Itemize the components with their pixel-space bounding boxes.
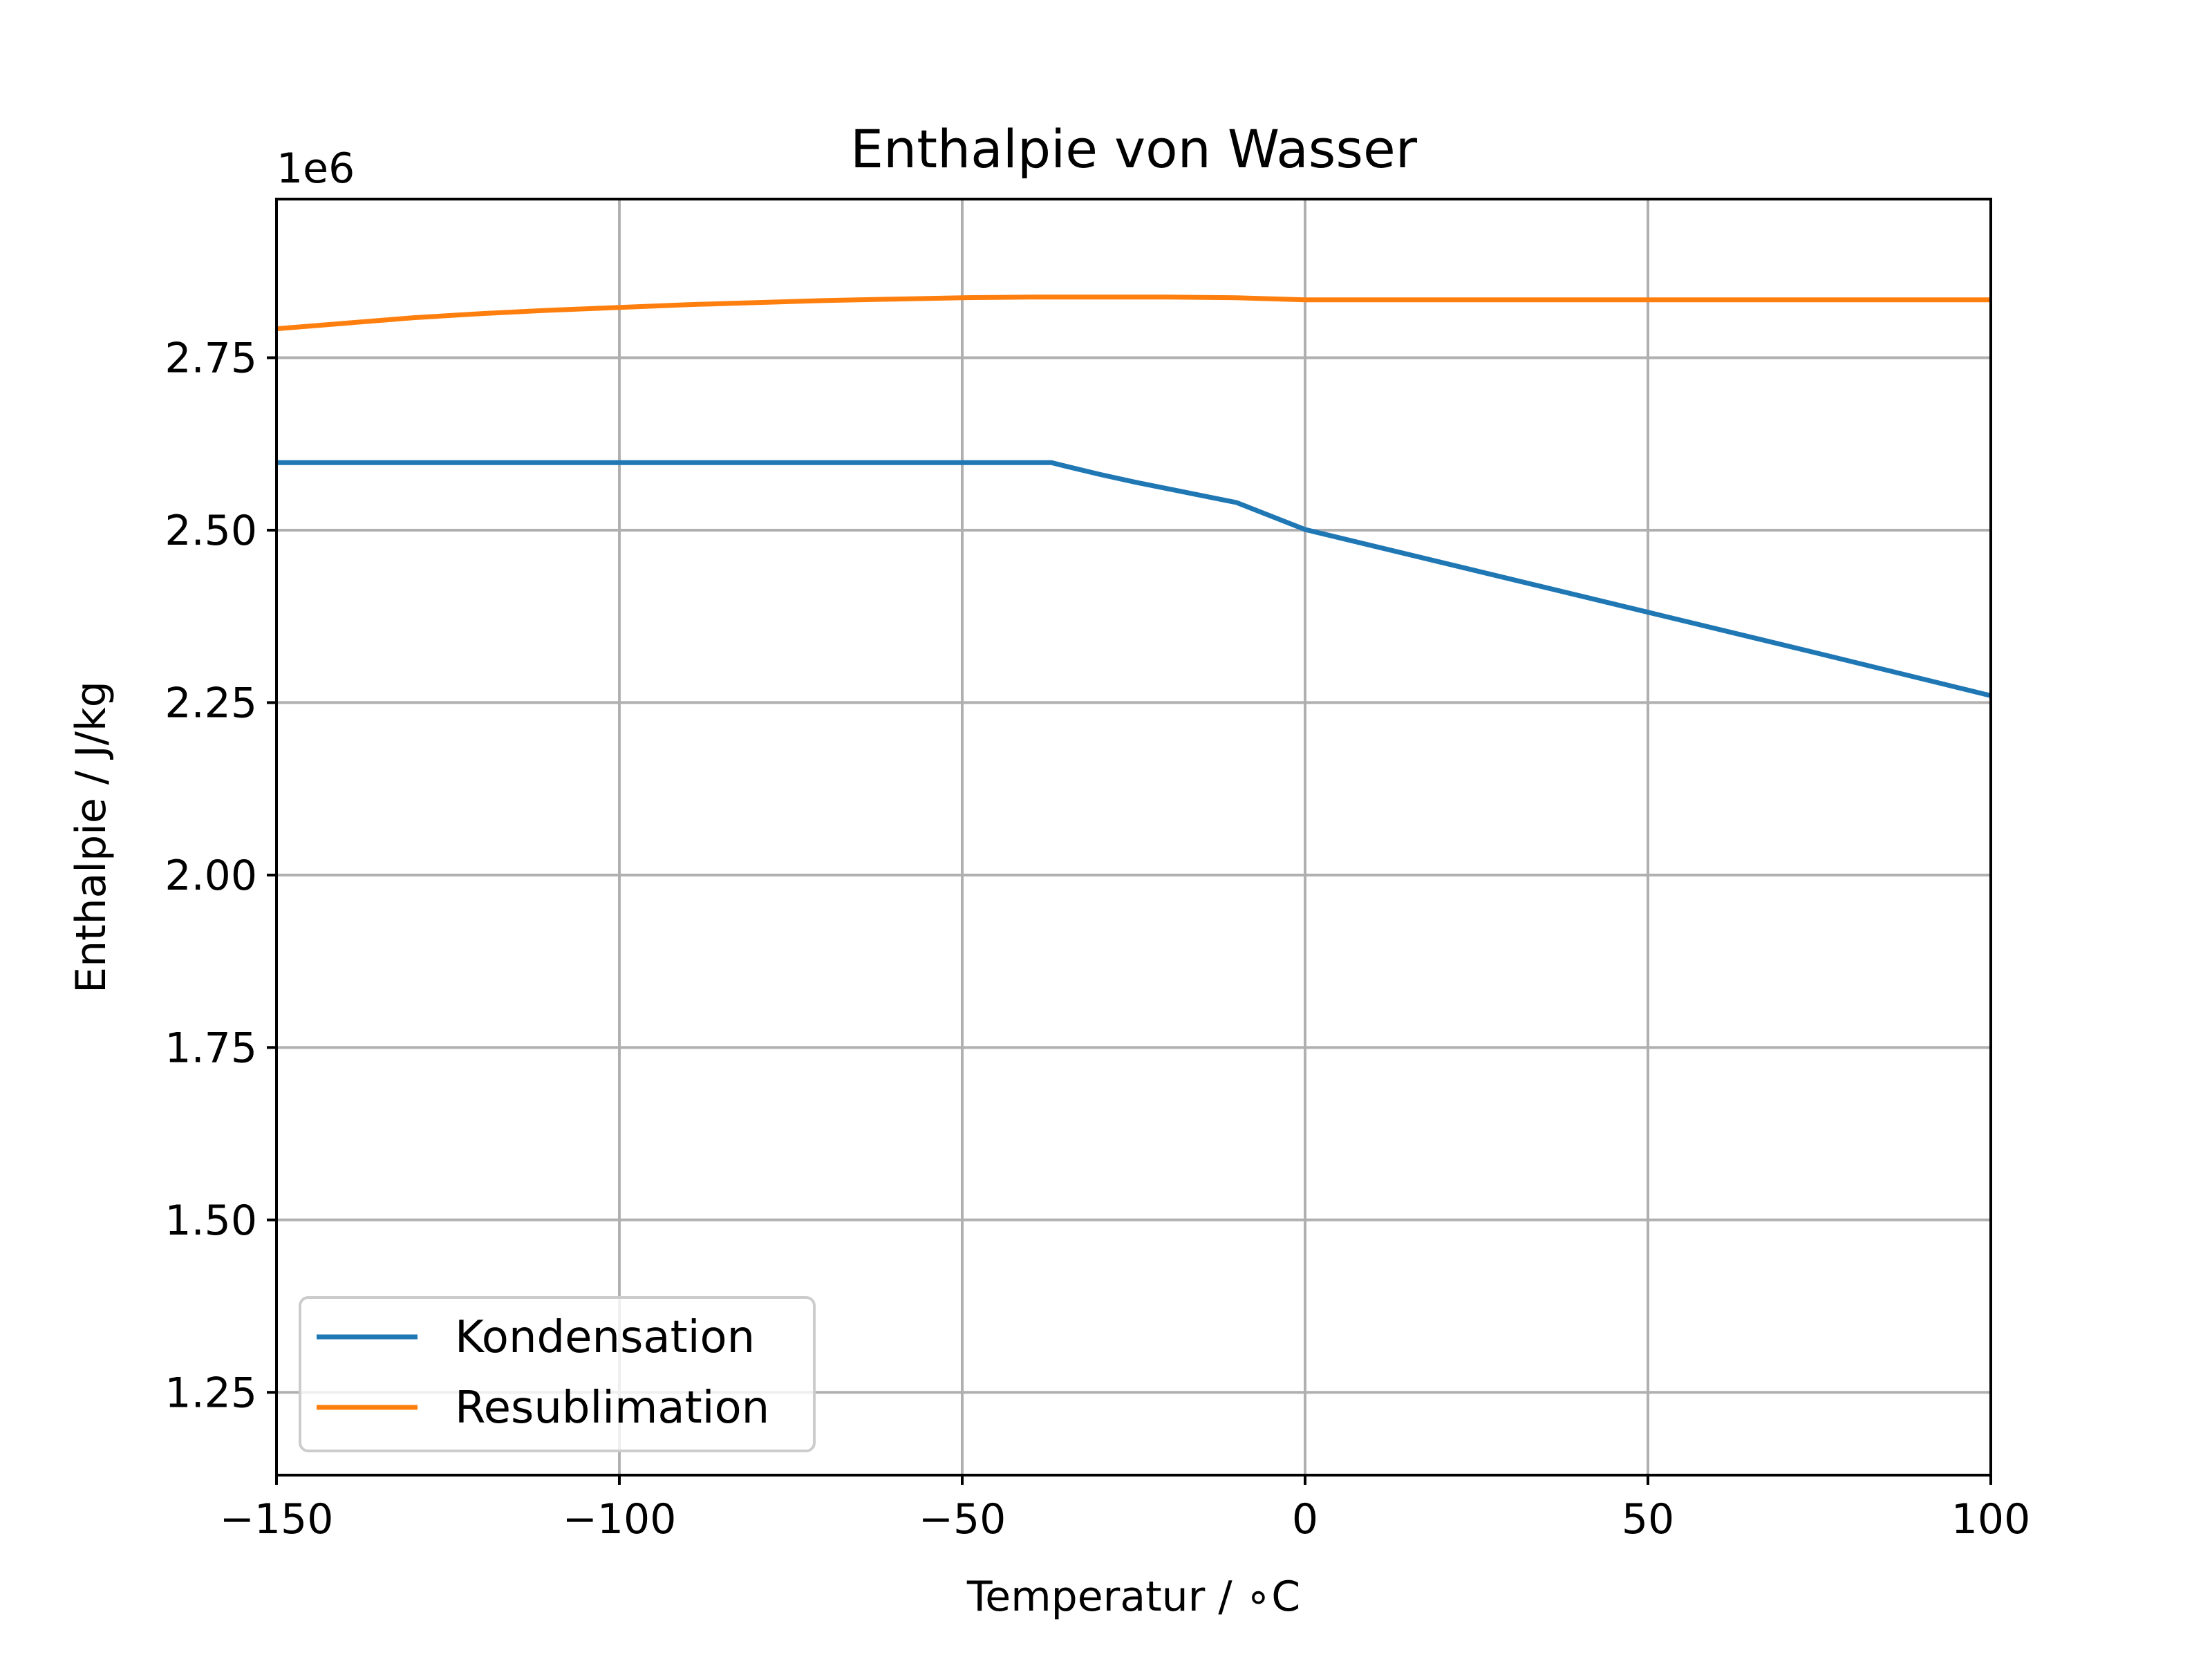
y-tick-label: 1.25 xyxy=(165,1369,257,1417)
y-tick-label: 2.50 xyxy=(165,507,257,555)
x-axis-title: Temperatur / ∘C xyxy=(966,1573,1300,1621)
x-tick-label: −100 xyxy=(563,1495,677,1544)
y-tick-label: 2.75 xyxy=(165,335,257,383)
x-tick-label: 100 xyxy=(1951,1495,2031,1544)
chart-title: Enthalpie von Wasser xyxy=(850,118,1418,180)
y-tick-label: 1.50 xyxy=(165,1197,257,1245)
y-axis-title: Enthalpie / J/kg xyxy=(67,681,115,993)
x-axis-ticks: −150 −100 −50 0 50 100 xyxy=(220,1475,2031,1544)
x-tick-label: 0 xyxy=(1292,1495,1318,1544)
legend-box xyxy=(299,1296,816,1452)
x-tick-label: 50 xyxy=(1622,1495,1674,1544)
axes-frame xyxy=(275,198,1992,1477)
legend: Kondensation Resublimation xyxy=(299,1296,816,1452)
y-offset-label: 1e6 xyxy=(276,144,355,193)
series-line-resublimation xyxy=(276,294,1991,332)
legend-label-resublimation: Resublimation xyxy=(455,1382,769,1434)
y-axis-ticks: 1.25 1.50 1.75 2.00 2.25 2.50 2.75 xyxy=(165,335,276,1417)
series-line-kondensation xyxy=(276,460,1991,698)
grid xyxy=(275,199,1992,1475)
legend-label-kondensation: Kondensation xyxy=(455,1312,755,1363)
x-tick-label: −50 xyxy=(919,1495,1006,1544)
y-tick-label: 2.00 xyxy=(165,852,257,900)
x-tick-label: −150 xyxy=(220,1495,334,1544)
series-group xyxy=(276,294,1991,698)
y-tick-label: 1.75 xyxy=(165,1024,257,1072)
y-tick-label: 2.25 xyxy=(165,679,257,727)
